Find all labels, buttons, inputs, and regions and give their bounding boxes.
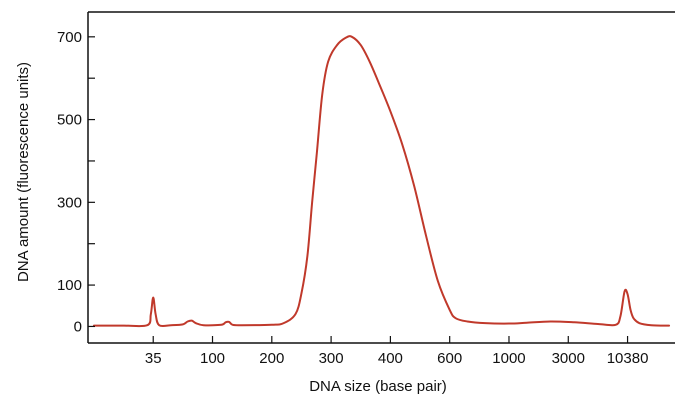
x-tick-label-100: 100 (200, 350, 225, 367)
y-tick-label-0: 0 (74, 318, 82, 335)
x-tick-label-3000: 3000 (552, 350, 585, 367)
x-tick-label-1000: 1000 (492, 350, 525, 367)
y-tick-label-100: 100 (57, 277, 82, 294)
x-tick-label-200: 200 (259, 350, 284, 367)
x-tick-label-300: 300 (319, 350, 344, 367)
y-tick-label-700: 700 (57, 29, 82, 46)
x-tick-label-600: 600 (437, 350, 462, 367)
x-axis-title: DNA size (base pair) (309, 378, 447, 395)
series-line-0 (92, 35, 671, 328)
y-tick-label-300: 300 (57, 194, 82, 211)
x-tick-label-400: 400 (378, 350, 403, 367)
y-axis: 0 100 300 500 700 (57, 29, 95, 335)
data-layer (92, 35, 671, 328)
plot-area (87, 11, 675, 344)
y-tick-label-500: 500 (57, 112, 82, 129)
y-axis-title: DNA amount (fluorescence units) (15, 62, 32, 282)
x-tick-label-35: 35 (145, 350, 162, 367)
x-axis: 35 100 200 300 400 600 1000 3000 10380 (145, 336, 649, 367)
x-tick-label-10380: 10380 (607, 350, 649, 367)
